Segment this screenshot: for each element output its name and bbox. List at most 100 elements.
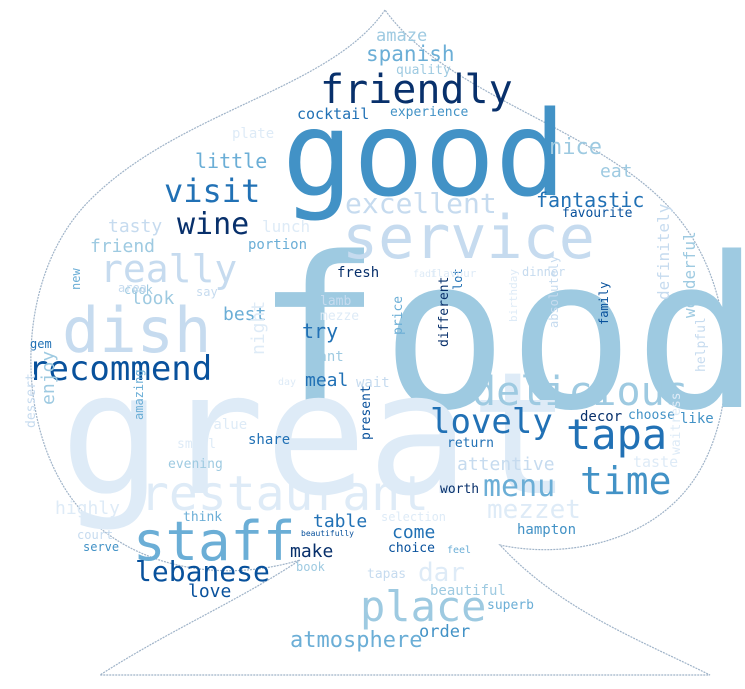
word-really: really [100,247,238,291]
word-decor: decor [580,409,623,425]
word-lunch: lunch [262,217,311,236]
word-lovely: lovely [430,402,553,442]
word-fantastic: fantastic [536,188,645,212]
word-area: area [118,281,147,295]
word-atmosphere: atmosphere [290,628,423,653]
word-delicious: delicious [472,369,689,415]
word-service: service [342,203,595,273]
word-wonderful: wonderful [680,231,699,318]
word-fresh: fresh [337,265,380,281]
word-spanish: spanish [366,42,455,66]
word-gem: gem [30,337,52,351]
word-highly: highly [55,498,121,519]
word-place: place [360,582,487,631]
word-dish: dish [62,294,212,367]
word-absolutely: absolutely [547,255,561,328]
word-price: price [391,295,406,335]
word-return: return [447,436,494,451]
word-wine: wine [177,207,250,242]
word-small: small [177,437,217,452]
word-birthday: birthday [507,269,520,322]
word-look: look [131,288,175,309]
word-say: say [196,285,218,299]
word-beautifully: beautifully [301,529,354,538]
word-value: value [205,417,248,433]
word-visit: visit [164,172,261,210]
word-great: great [60,336,572,534]
word-evening: evening [168,457,223,472]
word-amaze: amaze [376,26,428,46]
word-day: day [278,377,297,388]
word-nice: nice [549,135,602,160]
word-hampton: hampton [517,522,577,538]
word-helpful: helpful [694,317,709,372]
word-fadi: fadi [413,269,438,280]
word-good: good [282,85,567,223]
word-lamb: lamb [320,294,352,309]
word-want: want [310,349,344,365]
word-recommend: recommend [28,349,213,389]
word-mezze: mezze [320,309,360,324]
word-flavour: flavour [430,267,477,280]
word-choose: choose [628,408,675,423]
word-like: like [680,411,714,427]
word-best: best [223,304,267,325]
word-beautiful: beautiful [430,583,506,599]
word-quality: quality [396,63,451,78]
word-serve: serve [83,540,120,554]
word-time: time [580,459,672,503]
word-superb: superb [487,598,534,613]
word-attentive: attentive [457,454,555,475]
word-share: share [248,432,291,448]
word-lebanese: lebanese [135,555,270,588]
word-choice: choice [388,541,435,556]
word-taste: taste [633,453,679,471]
word-try: try [302,319,339,343]
word-dessert: dessert [24,373,39,428]
word-night: night [248,300,269,355]
word-present: present [359,385,374,440]
word-tapa: tapa [566,410,668,459]
word-amazing: amazing [132,369,146,420]
word-excellent: excellent [345,187,497,220]
word-favourite: favourite [562,206,633,221]
word-wait: wait [356,375,390,391]
word-come: come [392,522,436,543]
word-table: table [313,511,368,532]
word-court: court [77,528,114,542]
word-worth: worth [440,482,480,497]
word-family: family [597,281,611,325]
word-waitress: waitress [669,392,684,455]
word-new: new [69,268,83,290]
word-feel: feel [447,545,472,556]
word-mezzet: mezzet [487,495,581,525]
word-book: book [296,560,325,574]
word-eat: eat [600,161,633,182]
word-plate: plate [232,126,275,142]
word-experience: experience [390,105,469,120]
word-think: think [183,510,223,525]
word-menu: menu [483,469,556,504]
word-cook: cook [124,283,153,297]
word-little: little [195,149,268,173]
word-definitely: definitely [654,203,673,300]
word-friendly: friendly [320,67,513,113]
word-dinner: dinner [522,265,566,279]
word-different: different [437,276,452,347]
word-friend: friend [90,236,156,257]
word-tasty: tasty [108,216,163,237]
word-restaurant: restaurant [140,466,429,522]
word-staff: staff [133,510,296,573]
word-tapas: tapas [367,567,407,582]
word-meal: meal [305,370,349,391]
word-cocktail: cocktail [297,105,370,123]
word-portion: portion [248,237,308,253]
word-selection: selection [381,510,447,524]
word-love: love [188,581,232,602]
word-order: order [419,622,471,642]
word-food: food [255,212,745,457]
word-make: make [290,541,334,562]
word-enjoy: enjoy [38,350,59,405]
